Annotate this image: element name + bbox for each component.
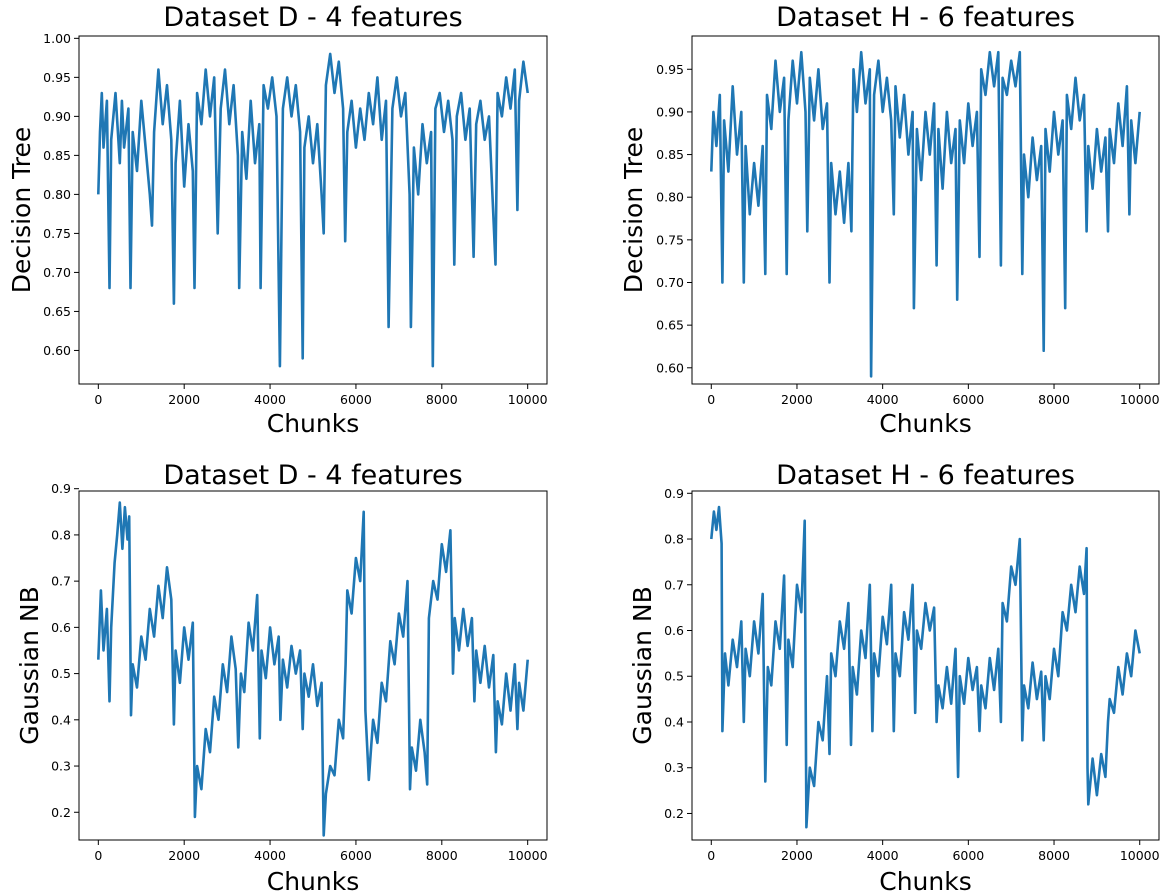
y-tick-label: 0.5 [51, 666, 71, 681]
y-tick-label: 0.3 [51, 759, 71, 774]
chart-panel-3: 0 2000 4000 6000 8000 10000 0.2 0.3 0.4 0.5 0.6 0.7… [15, 460, 548, 894]
x-tick-label: 0 [94, 848, 102, 863]
x-tick-label: 10000 [1120, 392, 1160, 407]
y-tick-label: 0.7 [51, 574, 71, 589]
x-tick-label: 8000 [426, 392, 458, 407]
y-tick-label: 0.6 [664, 623, 684, 638]
x-tick-label: 4000 [867, 848, 899, 863]
y-axis-label: Decision Tree [619, 127, 648, 293]
y-tick-label: 0.95 [656, 62, 684, 77]
x-tick-label: 6000 [952, 392, 984, 407]
x-tick-label: 10000 [1120, 848, 1160, 863]
x-tick-label: 2000 [781, 392, 813, 407]
y-tick-label: 0.6 [51, 620, 71, 635]
y-tick-label: 0.3 [664, 760, 684, 775]
plot-frame [691, 35, 1160, 385]
y-tick-label: 0.7 [664, 577, 684, 592]
y-axis-label: Gaussian NB [628, 586, 657, 745]
x-axis-label: Chunks [267, 409, 360, 438]
x-axis-label: Chunks [267, 867, 360, 894]
series-line [97, 52, 529, 368]
x-tick-label: 2000 [168, 848, 200, 863]
y-tick-label: 0.70 [656, 275, 684, 290]
y-tick-label: 0.60 [656, 360, 684, 375]
x-tick-label: 2000 [781, 848, 813, 863]
chart-panel-1: 0 2000 4000 6000 8000 10000 0.60 0.65 0.70 0.75 0.… [7, 2, 548, 438]
chart-title: Dataset D - 4 features [163, 2, 462, 33]
x-tick-label: 10000 [508, 848, 548, 863]
y-tick-label: 0.85 [43, 148, 71, 163]
y-tick-label: 0.8 [664, 532, 684, 547]
x-tick-label: 0 [707, 848, 715, 863]
x-tick-label: 6000 [340, 392, 372, 407]
chart-title: Dataset H - 6 features [776, 2, 1075, 33]
y-tick-label: 0.80 [656, 190, 684, 205]
y-tick-label: 0.2 [664, 806, 684, 821]
plot-frame [78, 35, 548, 385]
chart-panel-2: 0 2000 4000 6000 8000 10000 0.60 0.65 0.70 0.75 0.… [619, 2, 1160, 438]
x-tick-label: 8000 [426, 848, 458, 863]
y-tick-label: 1.00 [43, 31, 71, 46]
y-tick-label: 0.75 [43, 226, 71, 241]
y-tick-label: 0.9 [664, 486, 684, 501]
series-line [97, 501, 529, 837]
y-tick-label: 0.4 [51, 712, 71, 727]
series-line [710, 50, 1141, 378]
x-tick-label: 0 [94, 392, 102, 407]
y-tick-label: 0.4 [664, 714, 684, 729]
series-line [710, 505, 1141, 829]
x-tick-label: 6000 [340, 848, 372, 863]
plot-frame [691, 490, 1160, 841]
x-tick-label: 4000 [254, 848, 286, 863]
y-tick-label: 0.90 [656, 104, 684, 119]
y-tick-label: 0.65 [656, 318, 684, 333]
y-tick-label: 0.8 [51, 527, 71, 542]
x-tick-label: 4000 [254, 392, 286, 407]
chart-panel-4: 0 2000 4000 6000 8000 10000 0.2 0.3 0.4 0.5 0.6 0.7… [628, 460, 1160, 894]
chart-title: Dataset D - 4 features [163, 460, 462, 491]
y-axis-label: Decision Tree [7, 127, 36, 293]
x-axis-label: Chunks [879, 409, 972, 438]
plot-frame [78, 490, 548, 841]
y-tick-label: 0.9 [51, 481, 71, 496]
chart-title: Dataset H - 6 features [776, 460, 1075, 491]
x-tick-label: 4000 [867, 392, 899, 407]
y-tick-label: 0.5 [664, 669, 684, 684]
y-tick-label: 0.60 [43, 343, 71, 358]
y-axis-label: Gaussian NB [15, 586, 44, 745]
x-axis-label: Chunks [879, 867, 972, 894]
x-tick-label: 8000 [1038, 848, 1070, 863]
y-tick-label: 0.70 [43, 265, 71, 280]
y-tick-label: 0.2 [51, 805, 71, 820]
y-tick-label: 0.75 [656, 232, 684, 247]
x-tick-label: 10000 [508, 392, 548, 407]
x-tick-label: 2000 [168, 392, 200, 407]
y-tick-label: 0.90 [43, 109, 71, 124]
y-tick-label: 0.80 [43, 187, 71, 202]
y-tick-label: 0.65 [43, 304, 71, 319]
x-tick-label: 6000 [952, 848, 984, 863]
x-tick-label: 8000 [1038, 392, 1070, 407]
y-tick-label: 0.95 [43, 70, 71, 85]
x-tick-label: 0 [707, 392, 715, 407]
y-tick-label: 0.85 [656, 147, 684, 162]
